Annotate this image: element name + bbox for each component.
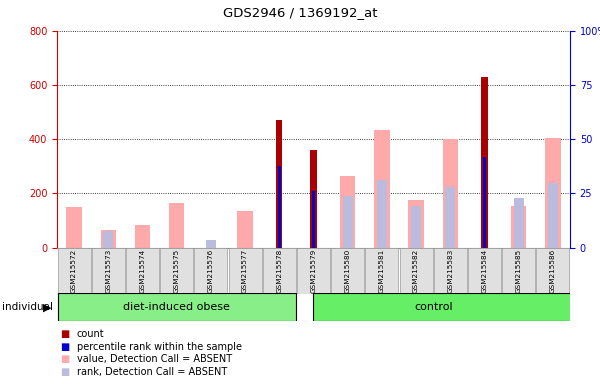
FancyBboxPatch shape bbox=[468, 248, 501, 294]
Bar bbox=[545, 138, 560, 248]
Text: GSM215576: GSM215576 bbox=[208, 249, 214, 293]
FancyBboxPatch shape bbox=[58, 248, 91, 294]
Text: ■: ■ bbox=[60, 329, 69, 339]
Bar bbox=[445, 187, 455, 248]
Bar bbox=[340, 176, 355, 248]
Bar bbox=[409, 200, 424, 248]
Bar bbox=[206, 240, 216, 248]
Text: GSM215585: GSM215585 bbox=[516, 249, 522, 293]
Text: percentile rank within the sample: percentile rank within the sample bbox=[77, 342, 242, 352]
Bar bbox=[310, 150, 317, 248]
Text: count: count bbox=[77, 329, 104, 339]
Text: GSM215583: GSM215583 bbox=[448, 249, 454, 293]
Text: GSM215577: GSM215577 bbox=[242, 249, 248, 293]
Text: GSM215582: GSM215582 bbox=[413, 249, 419, 293]
Bar bbox=[481, 77, 488, 248]
FancyBboxPatch shape bbox=[365, 248, 398, 294]
Text: rank, Detection Call = ABSENT: rank, Detection Call = ABSENT bbox=[77, 367, 227, 377]
Bar bbox=[312, 191, 315, 248]
Text: GSM215586: GSM215586 bbox=[550, 249, 556, 293]
Bar bbox=[135, 225, 150, 248]
Text: ■: ■ bbox=[60, 367, 69, 377]
FancyBboxPatch shape bbox=[194, 248, 227, 294]
FancyBboxPatch shape bbox=[297, 248, 330, 294]
FancyBboxPatch shape bbox=[263, 248, 296, 294]
Bar bbox=[377, 180, 387, 248]
Text: GDS2946 / 1369192_at: GDS2946 / 1369192_at bbox=[223, 6, 377, 19]
Bar bbox=[343, 196, 353, 248]
Bar bbox=[101, 230, 116, 248]
Text: ■: ■ bbox=[60, 342, 69, 352]
Bar bbox=[511, 206, 526, 248]
Text: GSM215581: GSM215581 bbox=[379, 249, 385, 293]
Text: ▶: ▶ bbox=[43, 302, 52, 312]
Text: diet-induced obese: diet-induced obese bbox=[123, 302, 230, 312]
Text: GSM215572: GSM215572 bbox=[71, 249, 77, 293]
Text: GSM215580: GSM215580 bbox=[345, 249, 351, 293]
FancyBboxPatch shape bbox=[536, 248, 569, 294]
Bar bbox=[67, 207, 82, 248]
Text: GSM215575: GSM215575 bbox=[174, 249, 180, 293]
FancyBboxPatch shape bbox=[502, 248, 535, 294]
Text: individual: individual bbox=[2, 302, 53, 312]
FancyBboxPatch shape bbox=[331, 248, 364, 294]
FancyBboxPatch shape bbox=[434, 248, 467, 294]
Bar bbox=[443, 139, 458, 248]
FancyBboxPatch shape bbox=[92, 248, 125, 294]
Bar bbox=[276, 120, 283, 248]
Bar bbox=[411, 206, 421, 248]
Text: GSM215574: GSM215574 bbox=[139, 249, 146, 293]
FancyBboxPatch shape bbox=[400, 248, 433, 294]
Bar bbox=[238, 211, 253, 248]
Bar bbox=[374, 130, 389, 248]
Text: control: control bbox=[414, 302, 452, 312]
Text: ■: ■ bbox=[60, 354, 69, 364]
Bar bbox=[103, 232, 113, 248]
Bar bbox=[548, 183, 558, 248]
FancyBboxPatch shape bbox=[58, 293, 296, 321]
Bar bbox=[169, 203, 184, 248]
Text: GSM215573: GSM215573 bbox=[106, 249, 112, 293]
FancyBboxPatch shape bbox=[313, 293, 586, 321]
Bar bbox=[514, 197, 524, 248]
Bar bbox=[278, 166, 281, 248]
FancyBboxPatch shape bbox=[126, 248, 159, 294]
Text: GSM215584: GSM215584 bbox=[482, 249, 487, 293]
Text: GSM215578: GSM215578 bbox=[277, 249, 283, 293]
Text: GSM215579: GSM215579 bbox=[311, 249, 317, 293]
FancyBboxPatch shape bbox=[229, 248, 262, 294]
FancyBboxPatch shape bbox=[160, 248, 193, 294]
Bar bbox=[483, 157, 486, 248]
Text: value, Detection Call = ABSENT: value, Detection Call = ABSENT bbox=[77, 354, 232, 364]
